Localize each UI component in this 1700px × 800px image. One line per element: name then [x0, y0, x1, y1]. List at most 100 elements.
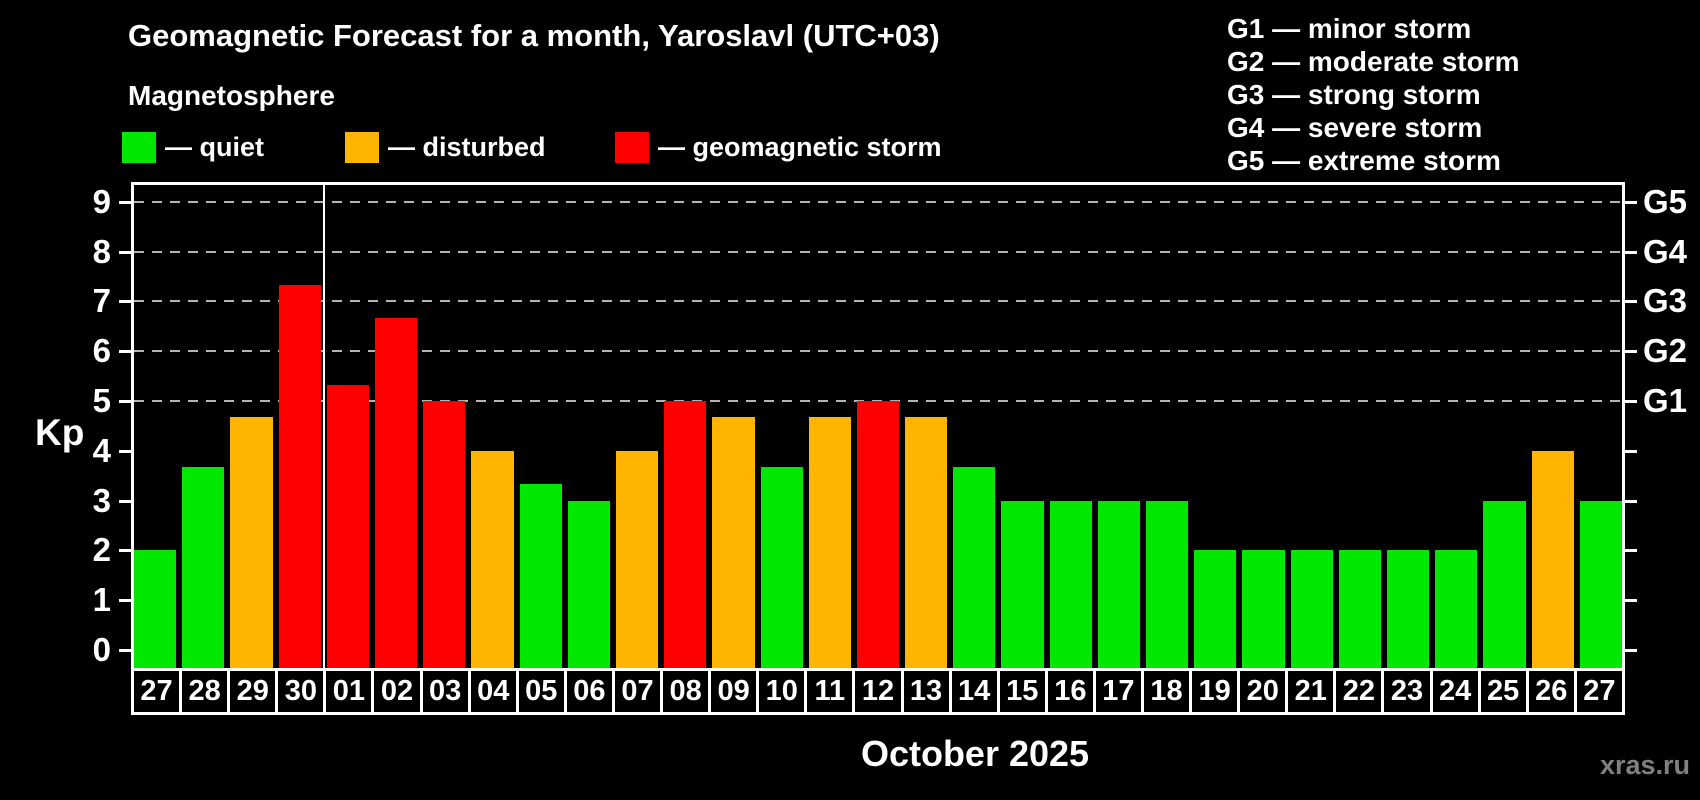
chart-title: Geomagnetic Forecast for a month, Yarosl…: [128, 18, 940, 53]
y-tick-label: 5: [92, 382, 111, 419]
storm-scale-item-g5: G5 — extreme storm: [1227, 145, 1501, 176]
day-label-cell: 17: [1092, 668, 1144, 715]
day-label-cell: 26: [1525, 668, 1577, 715]
g-axis-label-g1: G1: [1643, 382, 1688, 419]
right-axis-tick: [1625, 400, 1637, 403]
quiet-color-swatch: [122, 132, 156, 163]
legend-item-disturbed: — disturbed: [345, 132, 546, 163]
y-axis-tick: [119, 449, 131, 453]
legend-item-label: — disturbed: [388, 132, 546, 162]
day-label-cell: 29: [227, 668, 279, 715]
day-label-cell: 01: [323, 668, 375, 715]
right-axis-tick: [1625, 599, 1637, 603]
day-label-cell: 08: [660, 668, 712, 715]
kp-bar: [1387, 550, 1430, 668]
kp-bar: [1579, 500, 1622, 668]
day-label-cell: 20: [1237, 668, 1289, 715]
day-label-cell: 02: [371, 668, 423, 715]
day-label-cell: 19: [1189, 668, 1241, 715]
legend-item-label: — geomagnetic storm: [658, 132, 942, 162]
y-axis-line: [131, 182, 134, 668]
day-axis: 27 28 29 30 01 02 03 04 05 06 07 08 09 10 11 12 13 14 15 16…: [131, 668, 1625, 715]
right-axis-tick: [1625, 499, 1637, 503]
day-label-cell: 21: [1285, 668, 1337, 715]
day-label-cell: 10: [756, 668, 808, 715]
day-label-cell: 14: [948, 668, 1000, 715]
storm-scale-item-g3: G3 — strong storm: [1227, 79, 1481, 110]
day-label-cell: 05: [515, 668, 567, 715]
kp-bar: [1290, 550, 1333, 668]
month-label: October 2025: [860, 733, 1090, 774]
gridline-kp6: [134, 350, 1622, 353]
g-axis-label-g4: G4: [1643, 232, 1688, 270]
day-label-cell: 25: [1477, 668, 1529, 715]
day-label-cell: 07: [611, 668, 664, 715]
right-axis-tick: [1625, 300, 1637, 304]
g-axis-label-g3: G3: [1643, 282, 1688, 320]
day-label-cell: 28: [179, 668, 231, 715]
day-label-cell: 04: [467, 668, 519, 715]
kp-bar: [1001, 500, 1044, 668]
gridline-kp8: [134, 250, 1622, 253]
right-axis-tick: [1625, 449, 1637, 453]
day-label-cell: 09: [708, 668, 760, 715]
kp-bar: [519, 484, 562, 668]
kp-bar: [1097, 500, 1141, 668]
day-label-cell: 06: [563, 668, 615, 715]
right-axis-tick: [1625, 200, 1637, 204]
y-axis-tick: [119, 499, 131, 503]
kp-bar: [278, 284, 321, 668]
day-label-cell: 23: [1381, 668, 1433, 715]
gridline-kp9: [134, 200, 1622, 203]
y-axis-tick: [119, 350, 131, 354]
y-axis-tick: [119, 300, 131, 304]
kp-bar: [1338, 550, 1382, 668]
disturbed-color-swatch: [345, 132, 379, 163]
legend-item-storm: — geomagnetic storm: [615, 132, 942, 163]
kp-bar: [760, 467, 803, 668]
legend-item-quiet: — quiet: [122, 132, 264, 163]
g-axis-label-g5: G5: [1643, 182, 1688, 220]
legend-item-label: — quiet: [165, 132, 264, 162]
kp-bar: [615, 450, 659, 668]
y-tick-label: 3: [92, 481, 111, 519]
kp-bar: [808, 417, 851, 668]
day-label-cell: 18: [1140, 668, 1193, 715]
kp-bar: [182, 467, 225, 668]
storm-scale-item-g4: G4 — severe storm: [1227, 112, 1483, 143]
day-label-cell: 27: [131, 668, 183, 715]
kp-bar: [664, 401, 707, 668]
kp-bar: [471, 450, 514, 668]
kp-bar: [134, 550, 177, 668]
day-label-cell: 16: [1044, 668, 1096, 715]
y-tick-label: 7: [92, 282, 111, 320]
month-separator-line: [322, 182, 325, 668]
kp-bar: [1483, 500, 1526, 668]
y-axis-tick: [119, 200, 131, 204]
day-label-cell: 11: [804, 668, 856, 715]
y-tick-label: 1: [92, 581, 111, 619]
right-axis-tick: [1625, 549, 1637, 553]
day-label-cell: 13: [900, 668, 952, 715]
y-axis-tick: [119, 250, 131, 254]
plot-top-border: [131, 182, 1625, 185]
gridline-kp7: [134, 300, 1622, 303]
day-label-cell: 30: [275, 668, 327, 715]
y-axis-tick: [119, 549, 131, 553]
kp-bar: [1531, 450, 1574, 668]
y-tick-label: 8: [92, 232, 111, 270]
kp-bar: [1242, 550, 1285, 668]
right-axis-tick: [1625, 250, 1637, 254]
watermark: xras.ru: [1599, 750, 1690, 780]
y-tick-label: 2: [92, 531, 111, 569]
kp-axis-title: Kp: [35, 412, 85, 453]
storm-scale-legend: G1 — minor storm G2 — moderate storm G3 …: [1227, 12, 1520, 177]
day-label-cell: 22: [1333, 668, 1385, 715]
y-axis-tick: [119, 400, 131, 403]
y-axis-tick: [119, 599, 131, 603]
g-axis-label-g2: G2: [1643, 332, 1688, 370]
day-label-cell: 12: [852, 668, 904, 715]
kp-bar: [326, 384, 369, 668]
storm-color-swatch: [615, 132, 649, 163]
